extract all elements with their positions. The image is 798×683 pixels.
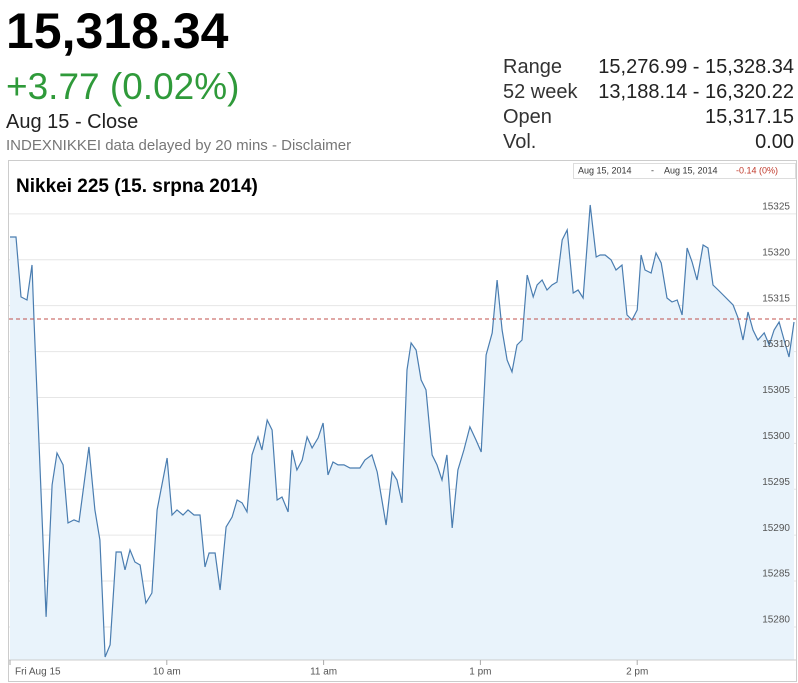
date-from: Aug 15, 2014: [578, 165, 632, 175]
y-tick-label: 15315: [762, 293, 790, 304]
chart: Aug 15, 2014 - Aug 15, 2014 -0.14 (0%) 1…: [8, 160, 797, 682]
delay-note[interactable]: INDEXNIKKEI data delayed by 20 mins - Di…: [6, 137, 352, 154]
y-tick-label: 15305: [762, 385, 790, 396]
change: +3.77 (0.02%): [6, 66, 240, 107]
change-label: -0.14 (0%): [736, 165, 778, 175]
x-tick-label: 11 am: [310, 667, 337, 678]
x-tick-label: Fri Aug 15: [15, 667, 61, 678]
range-box: [573, 163, 796, 179]
stat-value: 13,188.14 - 16,320.22: [598, 81, 794, 103]
chart-title: Nikkei 225 (15. srpna 2014): [16, 176, 258, 197]
y-tick-label: 15300: [762, 431, 790, 442]
stat-value: 0.00: [755, 131, 794, 153]
y-tick-label: 15295: [762, 477, 790, 488]
x-tick-label: 2 pm: [626, 667, 648, 678]
date-separator: -: [651, 165, 654, 175]
y-tick-label: 15290: [762, 523, 790, 534]
stat-value: 15,276.99 - 15,328.34: [598, 56, 794, 78]
stat-label: Range: [503, 56, 562, 78]
y-tick-label: 15325: [762, 202, 790, 213]
stat-value: 15,317.15: [705, 106, 794, 128]
y-tick-label: 15310: [762, 339, 790, 350]
y-tick-label: 15320: [762, 247, 790, 258]
close-label: Aug 15 - Close: [6, 111, 139, 133]
price-line: [10, 204, 795, 658]
stat-label: 52 week: [503, 81, 578, 103]
x-tick-label: 10 am: [153, 667, 181, 678]
stat-label: Open: [503, 106, 552, 128]
price: 15,318.34: [6, 3, 229, 59]
y-tick-label: 15280: [762, 615, 790, 626]
stat-label: Vol.: [503, 131, 537, 153]
x-tick-label: 1 pm: [469, 667, 491, 678]
date-to: Aug 15, 2014: [664, 165, 718, 175]
y-tick-label: 15285: [762, 569, 790, 580]
